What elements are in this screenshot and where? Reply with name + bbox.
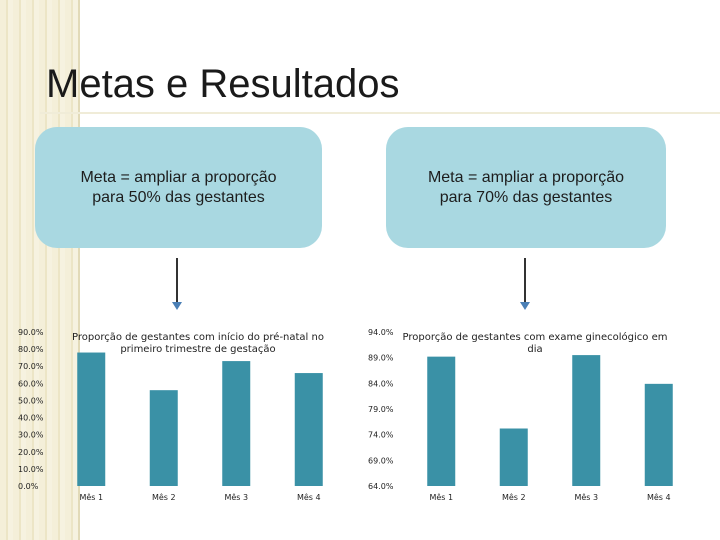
bar-chart-gynecological-exam: 94.0% 89.0% 84.0% 79.0% 74.0% 69.0% 64.0% Mês 1… bbox=[368, 328, 673, 502]
x-category-label: Mês 2 bbox=[152, 492, 176, 502]
y-tick-label: 64.0% bbox=[368, 482, 394, 491]
goal-text-right: Meta = ampliar a proporção para 70% das … bbox=[427, 168, 625, 206]
goal-text-left: Meta = ampliar a proporção para 50% das … bbox=[80, 168, 277, 206]
goal-box-left: Meta = ampliar a proporção para 50% das … bbox=[35, 127, 322, 248]
chart-title-line: primeiro trimestre de gestação bbox=[120, 344, 275, 355]
y-tick-label: 50.0% bbox=[18, 396, 44, 405]
arrowhead-left bbox=[172, 302, 182, 310]
y-tick-label: 84.0% bbox=[368, 379, 394, 388]
x-category-label: Mês 4 bbox=[647, 492, 671, 502]
y-tick-label: 0.0% bbox=[18, 482, 39, 491]
bar-1 bbox=[427, 356, 456, 486]
arrowhead-right bbox=[520, 302, 530, 310]
y-tick-label: 40.0% bbox=[18, 414, 44, 423]
bar-1 bbox=[77, 352, 106, 486]
bar-2 bbox=[149, 390, 178, 486]
y-tick-label: 20.0% bbox=[18, 448, 44, 457]
decorative-stripe-edge bbox=[78, 0, 80, 540]
y-tick-label: 60.0% bbox=[18, 379, 44, 388]
y-tick-label: 94.0% bbox=[368, 328, 394, 337]
y-tick-label: 10.0% bbox=[18, 465, 44, 474]
y-tick-label: 70.0% bbox=[18, 362, 44, 371]
y-tick-label: 74.0% bbox=[368, 431, 394, 440]
title-underline bbox=[40, 112, 720, 114]
bar-3 bbox=[572, 355, 601, 486]
y-tick-label: 30.0% bbox=[18, 431, 44, 440]
y-tick-label: 69.0% bbox=[368, 456, 394, 465]
bar-4 bbox=[644, 383, 673, 486]
chart-title-line: Proporção de gestantes com início do pré… bbox=[72, 331, 324, 343]
goal-box-right: Meta = ampliar a proporção para 70% das … bbox=[386, 127, 666, 248]
y-tick-label: 89.0% bbox=[368, 354, 394, 363]
slide-title: Metas e Resultados bbox=[46, 62, 400, 106]
y-tick-label: 79.0% bbox=[368, 405, 394, 414]
x-category-label: Mês 1 bbox=[79, 492, 103, 502]
arrow-left bbox=[176, 258, 178, 304]
bar-chart-first-trimester: 90.0% 80.0% 70.0% 60.0% 50.0% 40.0% 30.0% 20.0%… bbox=[18, 328, 324, 502]
x-category-label: Mês 3 bbox=[224, 492, 248, 502]
x-category-label: Mês 1 bbox=[429, 492, 453, 502]
arrow-right bbox=[524, 258, 526, 304]
y-tick-label: 80.0% bbox=[18, 345, 44, 354]
x-category-label: Mês 3 bbox=[574, 492, 598, 502]
x-category-label: Mês 4 bbox=[297, 492, 321, 502]
x-category-label: Mês 2 bbox=[502, 492, 526, 502]
decorative-side-stripe bbox=[0, 0, 78, 540]
chart-title-line: Proporção de gestantes com exame ginecol… bbox=[403, 331, 668, 343]
chart-title-line: dia bbox=[527, 344, 542, 355]
bar-2 bbox=[499, 428, 528, 486]
bar-4 bbox=[294, 373, 323, 486]
y-tick-label: 90.0% bbox=[18, 328, 44, 337]
bar-3 bbox=[222, 361, 251, 486]
